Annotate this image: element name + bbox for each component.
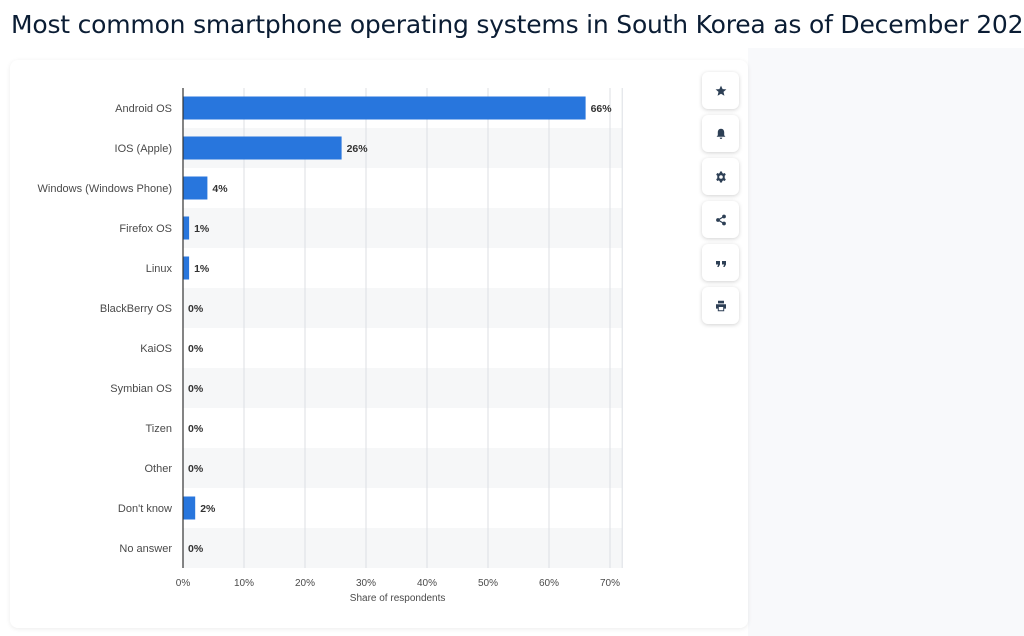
chart-card: Android OS 66% IOS (Apple) 26% Windows (Wind… xyxy=(10,60,748,628)
x-tick-label: 60% xyxy=(539,578,559,589)
value-label: 0% xyxy=(188,543,204,555)
settings-button[interactable] xyxy=(702,158,739,195)
notification-button[interactable] xyxy=(702,115,739,152)
bar xyxy=(183,176,208,200)
x-tick-label: 30% xyxy=(356,578,376,589)
bar xyxy=(183,96,586,120)
bar xyxy=(183,216,190,240)
x-tick-label: 50% xyxy=(478,578,498,589)
value-label: 0% xyxy=(188,383,204,395)
bar xyxy=(183,496,196,520)
value-label: 66% xyxy=(591,103,613,115)
page-title: Most common smartphone operating systems… xyxy=(11,10,1024,39)
bell-icon xyxy=(716,128,725,139)
category-label: Android OS xyxy=(115,103,172,115)
row-stripe xyxy=(183,208,623,248)
row-stripe xyxy=(183,368,623,408)
cite-button[interactable] xyxy=(702,244,739,281)
share-button[interactable] xyxy=(702,201,739,238)
quote-icon xyxy=(715,260,726,267)
category-label: Tizen xyxy=(146,423,173,435)
bar xyxy=(183,136,342,160)
value-label: 0% xyxy=(188,463,204,475)
x-tick-label: 70% xyxy=(600,578,620,589)
value-label: 1% xyxy=(194,223,210,235)
row-stripe xyxy=(183,528,623,568)
category-label: KaiOS xyxy=(140,343,172,355)
x-tick-label: 40% xyxy=(417,578,437,589)
category-label: Symbian OS xyxy=(110,383,172,395)
category-label: IOS (Apple) xyxy=(115,143,172,155)
row-stripe xyxy=(183,288,623,328)
value-label: 1% xyxy=(194,263,210,275)
category-label: Firefox OS xyxy=(119,223,172,235)
print-button[interactable] xyxy=(702,287,739,324)
star-icon xyxy=(715,85,726,96)
value-label: 0% xyxy=(188,343,204,355)
favorite-button[interactable] xyxy=(702,72,739,109)
side-panel-background xyxy=(748,48,1024,636)
category-label: No answer xyxy=(119,543,172,555)
value-label: 2% xyxy=(200,503,216,515)
x-tick-label: 20% xyxy=(295,578,315,589)
x-tick-label: 10% xyxy=(234,578,254,589)
bar xyxy=(183,256,190,280)
value-label: 26% xyxy=(347,143,369,155)
category-label: Don't know xyxy=(118,503,172,515)
category-label: Linux xyxy=(146,263,173,275)
gear-icon xyxy=(715,171,726,182)
x-axis-title: Share of respondents xyxy=(350,593,446,604)
value-label: 0% xyxy=(188,303,204,315)
value-label: 4% xyxy=(212,183,228,195)
print-icon xyxy=(715,300,726,311)
value-label: 0% xyxy=(188,423,204,435)
category-label: Other xyxy=(144,463,172,475)
x-tick-label: 0% xyxy=(176,578,191,589)
category-label: Windows (Windows Phone) xyxy=(38,183,173,195)
share-icon xyxy=(715,214,726,225)
bar-chart: Android OS 66% IOS (Apple) 26% Windows (Wind… xyxy=(38,88,623,604)
category-label: BlackBerry OS xyxy=(100,303,172,315)
row-stripe xyxy=(183,448,623,488)
